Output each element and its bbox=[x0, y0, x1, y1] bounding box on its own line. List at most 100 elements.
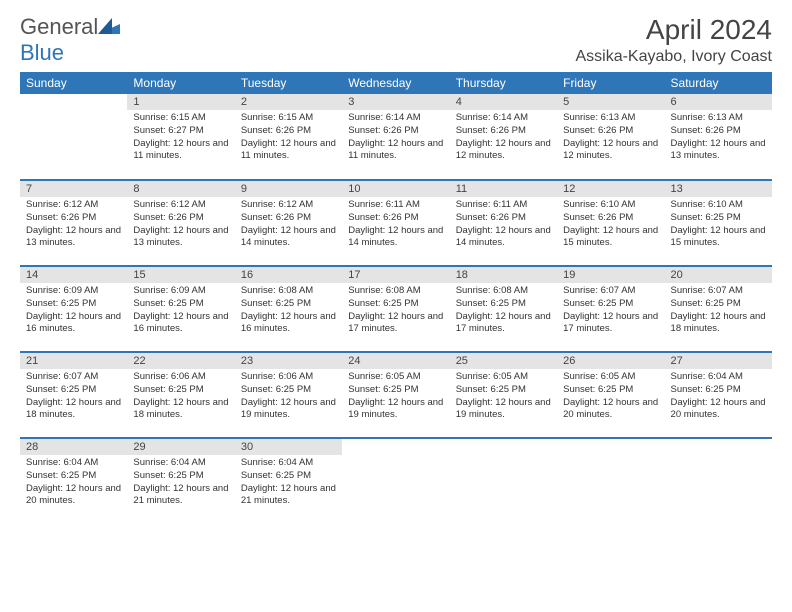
calendar-day-cell: 10Sunrise: 6:11 AMSunset: 6:26 PMDayligh… bbox=[342, 180, 449, 266]
sunset-text: Sunset: 6:26 PM bbox=[563, 212, 658, 225]
header: GeneralBlue April 2024 Assika-Kayabo, Iv… bbox=[20, 14, 772, 66]
day-details: Sunrise: 6:04 AMSunset: 6:25 PMDaylight:… bbox=[20, 455, 127, 510]
sunset-text: Sunset: 6:26 PM bbox=[133, 212, 228, 225]
day-details: Sunrise: 6:10 AMSunset: 6:25 PMDaylight:… bbox=[665, 197, 772, 252]
sunrise-text: Sunrise: 6:08 AM bbox=[241, 285, 336, 298]
sunrise-text: Sunrise: 6:14 AM bbox=[348, 112, 443, 125]
daylight-text: Daylight: 12 hours and 20 minutes. bbox=[563, 397, 658, 423]
sunset-text: Sunset: 6:25 PM bbox=[133, 470, 228, 483]
calendar-day-cell: .. bbox=[342, 438, 449, 524]
daylight-text: Daylight: 12 hours and 11 minutes. bbox=[241, 138, 336, 164]
day-details: Sunrise: 6:15 AMSunset: 6:27 PMDaylight:… bbox=[127, 110, 234, 165]
day-number: 3 bbox=[342, 94, 449, 110]
weekday-header: Saturday bbox=[665, 72, 772, 94]
daylight-text: Daylight: 12 hours and 14 minutes. bbox=[348, 225, 443, 251]
day-details: Sunrise: 6:04 AMSunset: 6:25 PMDaylight:… bbox=[235, 455, 342, 510]
sunset-text: Sunset: 6:25 PM bbox=[241, 384, 336, 397]
day-details: Sunrise: 6:13 AMSunset: 6:26 PMDaylight:… bbox=[557, 110, 664, 165]
month-title: April 2024 bbox=[575, 14, 772, 46]
calendar-day-cell: 22Sunrise: 6:06 AMSunset: 6:25 PMDayligh… bbox=[127, 352, 234, 438]
calendar-day-cell: 29Sunrise: 6:04 AMSunset: 6:25 PMDayligh… bbox=[127, 438, 234, 524]
sunrise-text: Sunrise: 6:11 AM bbox=[456, 199, 551, 212]
day-number: 9 bbox=[235, 181, 342, 197]
sunset-text: Sunset: 6:26 PM bbox=[241, 125, 336, 138]
sunset-text: Sunset: 6:25 PM bbox=[563, 298, 658, 311]
day-number: 29 bbox=[127, 439, 234, 455]
sunrise-text: Sunrise: 6:05 AM bbox=[348, 371, 443, 384]
sunrise-text: Sunrise: 6:04 AM bbox=[671, 371, 766, 384]
day-number: 8 bbox=[127, 181, 234, 197]
daylight-text: Daylight: 12 hours and 15 minutes. bbox=[671, 225, 766, 251]
calendar-day-cell: 24Sunrise: 6:05 AMSunset: 6:25 PMDayligh… bbox=[342, 352, 449, 438]
daylight-text: Daylight: 12 hours and 19 minutes. bbox=[456, 397, 551, 423]
logo-icon bbox=[98, 14, 120, 30]
calendar-day-cell: 14Sunrise: 6:09 AMSunset: 6:25 PMDayligh… bbox=[20, 266, 127, 352]
day-details: Sunrise: 6:09 AMSunset: 6:25 PMDaylight:… bbox=[127, 283, 234, 338]
calendar-day-cell: 6Sunrise: 6:13 AMSunset: 6:26 PMDaylight… bbox=[665, 94, 772, 180]
day-number: 16 bbox=[235, 267, 342, 283]
day-number: 14 bbox=[20, 267, 127, 283]
calendar-week-row: 28Sunrise: 6:04 AMSunset: 6:25 PMDayligh… bbox=[20, 438, 772, 524]
day-details: Sunrise: 6:08 AMSunset: 6:25 PMDaylight:… bbox=[235, 283, 342, 338]
day-number: 27 bbox=[665, 353, 772, 369]
sunrise-text: Sunrise: 6:08 AM bbox=[348, 285, 443, 298]
location: Assika-Kayabo, Ivory Coast bbox=[575, 48, 772, 66]
day-details: Sunrise: 6:07 AMSunset: 6:25 PMDaylight:… bbox=[20, 369, 127, 424]
sunset-text: Sunset: 6:25 PM bbox=[133, 298, 228, 311]
day-details: Sunrise: 6:08 AMSunset: 6:25 PMDaylight:… bbox=[342, 283, 449, 338]
day-number: 4 bbox=[450, 94, 557, 110]
sunrise-text: Sunrise: 6:06 AM bbox=[133, 371, 228, 384]
day-number: 2 bbox=[235, 94, 342, 110]
calendar-day-cell: 9 Sunrise: 6:12 AMSunset: 6:26 PMDaylight… bbox=[235, 180, 342, 266]
daylight-text: Daylight: 12 hours and 20 minutes. bbox=[26, 483, 121, 509]
weekday-header: Tuesday bbox=[235, 72, 342, 94]
day-number: 19 bbox=[557, 267, 664, 283]
sunset-text: Sunset: 6:25 PM bbox=[26, 298, 121, 311]
calendar-day-cell: 7Sunrise: 6:12 AMSunset: 6:26 PMDaylight… bbox=[20, 180, 127, 266]
day-number: 15 bbox=[127, 267, 234, 283]
day-number: 7 bbox=[20, 181, 127, 197]
day-number: 23 bbox=[235, 353, 342, 369]
daylight-text: Daylight: 12 hours and 18 minutes. bbox=[671, 311, 766, 337]
sunrise-text: Sunrise: 6:13 AM bbox=[563, 112, 658, 125]
daylight-text: Daylight: 12 hours and 14 minutes. bbox=[241, 225, 336, 251]
calendar-day-cell: 19Sunrise: 6:07 AMSunset: 6:25 PMDayligh… bbox=[557, 266, 664, 352]
sunrise-text: Sunrise: 6:07 AM bbox=[671, 285, 766, 298]
calendar-day-cell: .. bbox=[557, 438, 664, 524]
sunrise-text: Sunrise: 6:04 AM bbox=[133, 457, 228, 470]
day-details: Sunrise: 6:14 AMSunset: 6:26 PMDaylight:… bbox=[342, 110, 449, 165]
calendar-table: Sunday Monday Tuesday Wednesday Thursday… bbox=[20, 72, 772, 524]
sunset-text: Sunset: 6:27 PM bbox=[133, 125, 228, 138]
calendar-day-cell: 21Sunrise: 6:07 AMSunset: 6:25 PMDayligh… bbox=[20, 352, 127, 438]
day-details: Sunrise: 6:12 AMSunset: 6:26 PMDaylight:… bbox=[127, 197, 234, 252]
sunset-text: Sunset: 6:25 PM bbox=[456, 298, 551, 311]
logo: GeneralBlue bbox=[20, 14, 120, 66]
daylight-text: Daylight: 12 hours and 17 minutes. bbox=[348, 311, 443, 337]
calendar-day-cell: 18Sunrise: 6:08 AMSunset: 6:25 PMDayligh… bbox=[450, 266, 557, 352]
day-number: 17 bbox=[342, 267, 449, 283]
sunrise-text: Sunrise: 6:12 AM bbox=[241, 199, 336, 212]
sunset-text: Sunset: 6:25 PM bbox=[348, 298, 443, 311]
sunrise-text: Sunrise: 6:07 AM bbox=[563, 285, 658, 298]
calendar-day-cell: 26Sunrise: 6:05 AMSunset: 6:25 PMDayligh… bbox=[557, 352, 664, 438]
day-number: 26 bbox=[557, 353, 664, 369]
calendar-day-cell: 28Sunrise: 6:04 AMSunset: 6:25 PMDayligh… bbox=[20, 438, 127, 524]
sunset-text: Sunset: 6:25 PM bbox=[133, 384, 228, 397]
sunset-text: Sunset: 6:25 PM bbox=[671, 212, 766, 225]
sunrise-text: Sunrise: 6:10 AM bbox=[563, 199, 658, 212]
day-details: Sunrise: 6:09 AMSunset: 6:25 PMDaylight:… bbox=[20, 283, 127, 338]
day-details: Sunrise: 6:13 AMSunset: 6:26 PMDaylight:… bbox=[665, 110, 772, 165]
sunrise-text: Sunrise: 6:12 AM bbox=[26, 199, 121, 212]
daylight-text: Daylight: 12 hours and 18 minutes. bbox=[26, 397, 121, 423]
sunset-text: Sunset: 6:26 PM bbox=[241, 212, 336, 225]
day-number: 5 bbox=[557, 94, 664, 110]
sunrise-text: Sunrise: 6:07 AM bbox=[26, 371, 121, 384]
weekday-header: Sunday bbox=[20, 72, 127, 94]
day-number: 1 bbox=[127, 94, 234, 110]
day-details: Sunrise: 6:04 AMSunset: 6:25 PMDaylight:… bbox=[127, 455, 234, 510]
day-details: Sunrise: 6:14 AMSunset: 6:26 PMDaylight:… bbox=[450, 110, 557, 165]
title-block: April 2024 Assika-Kayabo, Ivory Coast bbox=[575, 14, 772, 66]
sunrise-text: Sunrise: 6:11 AM bbox=[348, 199, 443, 212]
day-number: 11 bbox=[450, 181, 557, 197]
sunset-text: Sunset: 6:26 PM bbox=[348, 212, 443, 225]
